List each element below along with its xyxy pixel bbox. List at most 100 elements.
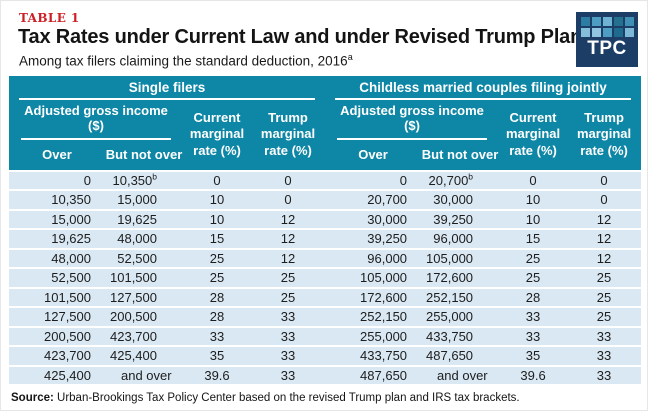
cell-value: 127,500 <box>110 289 157 305</box>
logo-square <box>613 28 623 37</box>
logo-square <box>624 28 634 37</box>
table-cell: 39.6 <box>183 365 251 387</box>
cell-value: 28 <box>525 289 541 305</box>
cell-value: 25 <box>596 309 612 325</box>
cell-value: 10 <box>209 211 225 227</box>
table-cell: 172,600 <box>325 287 422 309</box>
logo-square <box>613 17 623 26</box>
table-cell: 28 <box>499 287 568 309</box>
cell-value: 20,700 <box>367 192 408 208</box>
cell-value: 0 <box>83 172 91 188</box>
table-cell: 52,500 <box>105 248 183 270</box>
cell-value: 33 <box>525 309 541 325</box>
cell-value: 433,750 <box>360 348 408 364</box>
cell-value: 48,000 <box>51 250 91 266</box>
table-cell: 10 <box>499 209 568 231</box>
table-cell: 33 <box>499 326 568 348</box>
tpc-logo-text: TPC <box>587 38 627 59</box>
table-cell: 255,000 <box>421 307 500 328</box>
cell-value: 39.6 <box>204 367 230 383</box>
table-cell: and over <box>421 365 500 387</box>
table-cell: 33 <box>251 307 326 328</box>
table-cell: 25 <box>251 268 326 289</box>
table-cell: 39.6 <box>499 365 568 387</box>
table-cell: 12 <box>567 248 642 270</box>
cell-value: 15,000 <box>51 211 91 227</box>
cell-value: 487,650 <box>426 348 474 364</box>
subtitle-text: Among tax filers claiming the standard d… <box>19 53 348 69</box>
logo-square <box>602 17 612 26</box>
logo-square <box>591 17 601 26</box>
table-cell: and over <box>105 365 183 387</box>
agi-header-single-label: Adjusted gross income ($) <box>24 102 168 134</box>
table-cell: 33 <box>499 307 568 328</box>
logo-square <box>580 28 590 37</box>
cell-value: 0 <box>529 172 537 188</box>
table-cell: 255,000 <box>325 326 422 348</box>
trump-rate-header-married: Trump marginal rate (%) <box>567 99 642 171</box>
cell-value: 52,500 <box>117 250 157 266</box>
table-cell: 25 <box>183 248 251 270</box>
table-row: 423,700 425,400 35 33 433,750 487,650 35 33 <box>9 346 642 367</box>
cell-value: 433,750 <box>426 328 474 344</box>
cell-value: 19,625 <box>117 211 157 227</box>
cell-value: 30,000 <box>367 211 408 227</box>
cell-value: 425,400 <box>44 367 91 383</box>
table-cell: 425,400 <box>9 365 105 387</box>
cell-value: 25 <box>596 289 612 305</box>
cell-value: 425,400 <box>110 348 157 364</box>
table-cell: 25 <box>567 287 642 309</box>
cell-value: 252,150 <box>426 289 474 305</box>
cell-value: 12 <box>596 211 612 227</box>
table-cell: 200,500 <box>9 326 105 348</box>
cell-value: 33 <box>280 348 296 364</box>
cell-value: 25 <box>280 270 296 286</box>
table-cell: 15,000 <box>105 190 183 211</box>
table-cell: 30,000 <box>421 190 500 211</box>
table-cell: 10 <box>183 209 251 231</box>
cell-value: 33 <box>525 328 541 344</box>
cell-value: 10,350 <box>51 192 91 208</box>
cell-value: 33 <box>596 348 612 364</box>
table-cell: 425,400 <box>105 346 183 367</box>
agi-header-married-label: Adjusted gross income ($) <box>340 102 484 134</box>
table-cell: 33 <box>251 346 326 367</box>
source-label: Source: <box>11 392 54 405</box>
cell-value: 39,250 <box>433 211 474 227</box>
table-cell: 105,000 <box>421 248 500 270</box>
table-cell: 20,700 <box>325 190 422 211</box>
table-cell: 33 <box>183 326 251 348</box>
table-row: 0 10,350b 0 0 0 20,700b 0 0 <box>9 169 642 192</box>
table-row: 200,500 423,700 33 33 255,000 433,750 33 33 <box>9 326 642 348</box>
cell-value: and over <box>121 367 172 383</box>
table-cell: 0 <box>499 169 568 192</box>
page-subtitle: Among tax filers claiming the standard d… <box>19 52 647 69</box>
cell-value: 105,000 <box>360 270 408 286</box>
cell-value: 20,700 <box>428 172 469 188</box>
table-cell: 10 <box>499 190 568 211</box>
cell-value: 25 <box>280 289 296 305</box>
footnote-marker-b: b <box>152 171 157 182</box>
cell-value: 10 <box>525 192 541 208</box>
cell-value: 101,500 <box>44 289 91 305</box>
table-cell: 487,650 <box>421 346 500 367</box>
table-cell: 33 <box>251 365 326 387</box>
table-cell: 12 <box>251 229 326 250</box>
cell-value: 200,500 <box>110 309 157 325</box>
cell-value: 33 <box>209 328 225 344</box>
table-cell: 0 <box>251 190 326 211</box>
group-header-married: Childless married couples filing jointly <box>325 75 642 100</box>
cell-value: 30,000 <box>433 192 474 208</box>
but-not-over-header-single: But not over <box>105 139 183 171</box>
table-number-kicker: TABLE 1 <box>19 11 80 25</box>
table-cell: 127,500 <box>105 287 183 309</box>
cell-value: 101,500 <box>110 270 157 286</box>
table-cell: 12 <box>251 209 326 231</box>
cell-value: 19,625 <box>51 231 91 247</box>
cell-value: 12 <box>596 250 612 266</box>
table-cell: 487,650 <box>325 365 422 387</box>
table-cell: 10 <box>183 190 251 211</box>
cell-value: 96,000 <box>433 231 474 247</box>
agi-header-single: Adjusted gross income ($) <box>9 99 183 140</box>
but-not-over-header-married: But not over <box>421 139 500 171</box>
